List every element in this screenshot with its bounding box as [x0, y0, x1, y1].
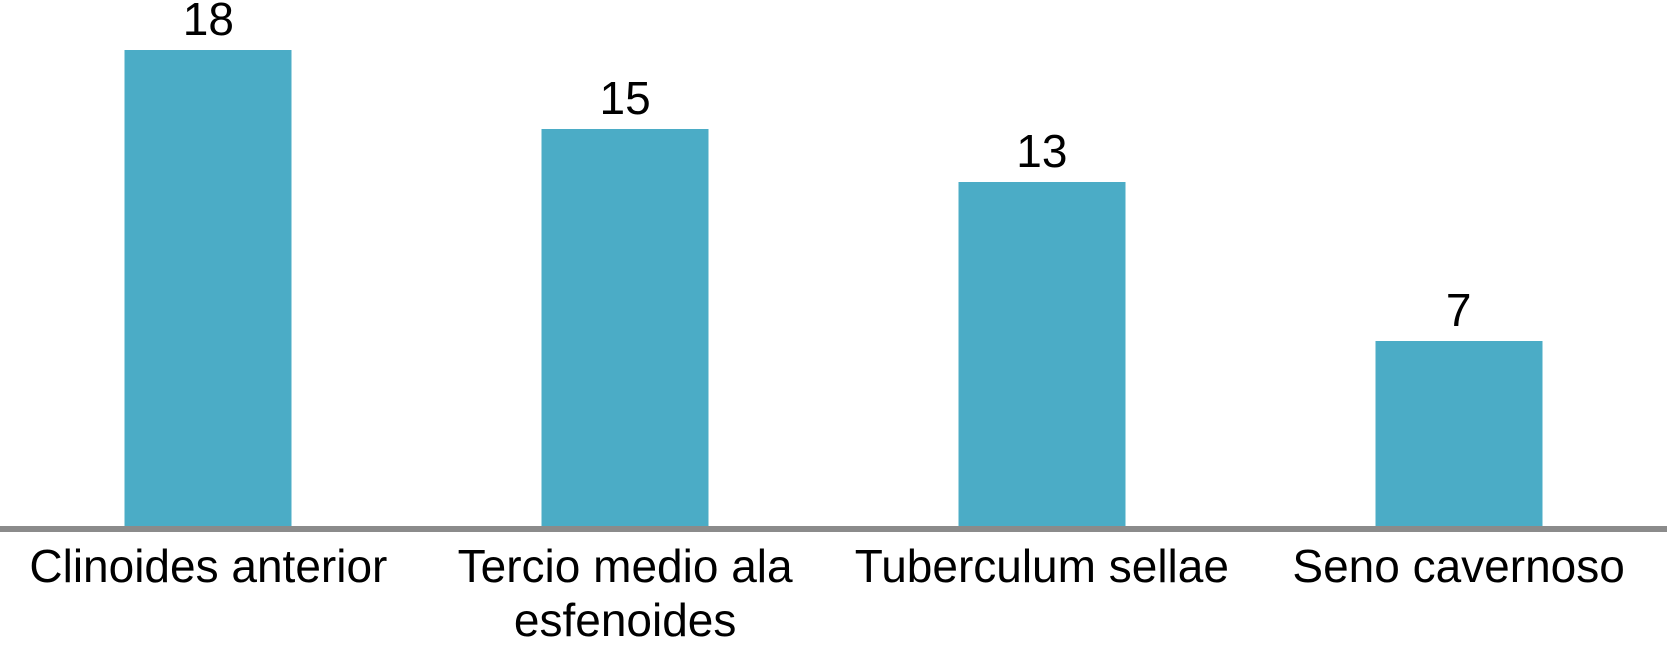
- bar-value-label: 15: [599, 72, 651, 124]
- bar-value-label: 18: [182, 0, 234, 45]
- bar-value-label: 7: [1445, 284, 1472, 336]
- category-label: Tuberculum sellae: [854, 540, 1229, 592]
- category-label: Clinoides anterior: [29, 540, 388, 592]
- bar: [541, 129, 709, 526]
- bar: [958, 182, 1126, 526]
- bar: [124, 50, 292, 526]
- bar: [1375, 341, 1543, 526]
- category-label: Seno cavernoso: [1292, 540, 1625, 592]
- category-label: Tercio medio ala esfenoides: [457, 540, 793, 646]
- bar-cell: 13: [834, 0, 1251, 526]
- plot-area: 18 15 13 7: [0, 0, 1667, 526]
- category-axis-labels: Clinoides anterior Tercio medio ala esfen…: [0, 540, 1667, 648]
- bar-value-label: 13: [1016, 125, 1068, 177]
- bar-cell: 15: [417, 0, 834, 526]
- x-axis-line: [0, 526, 1667, 532]
- bar-cell: 18: [0, 0, 417, 526]
- bar-cell: 7: [1250, 0, 1667, 526]
